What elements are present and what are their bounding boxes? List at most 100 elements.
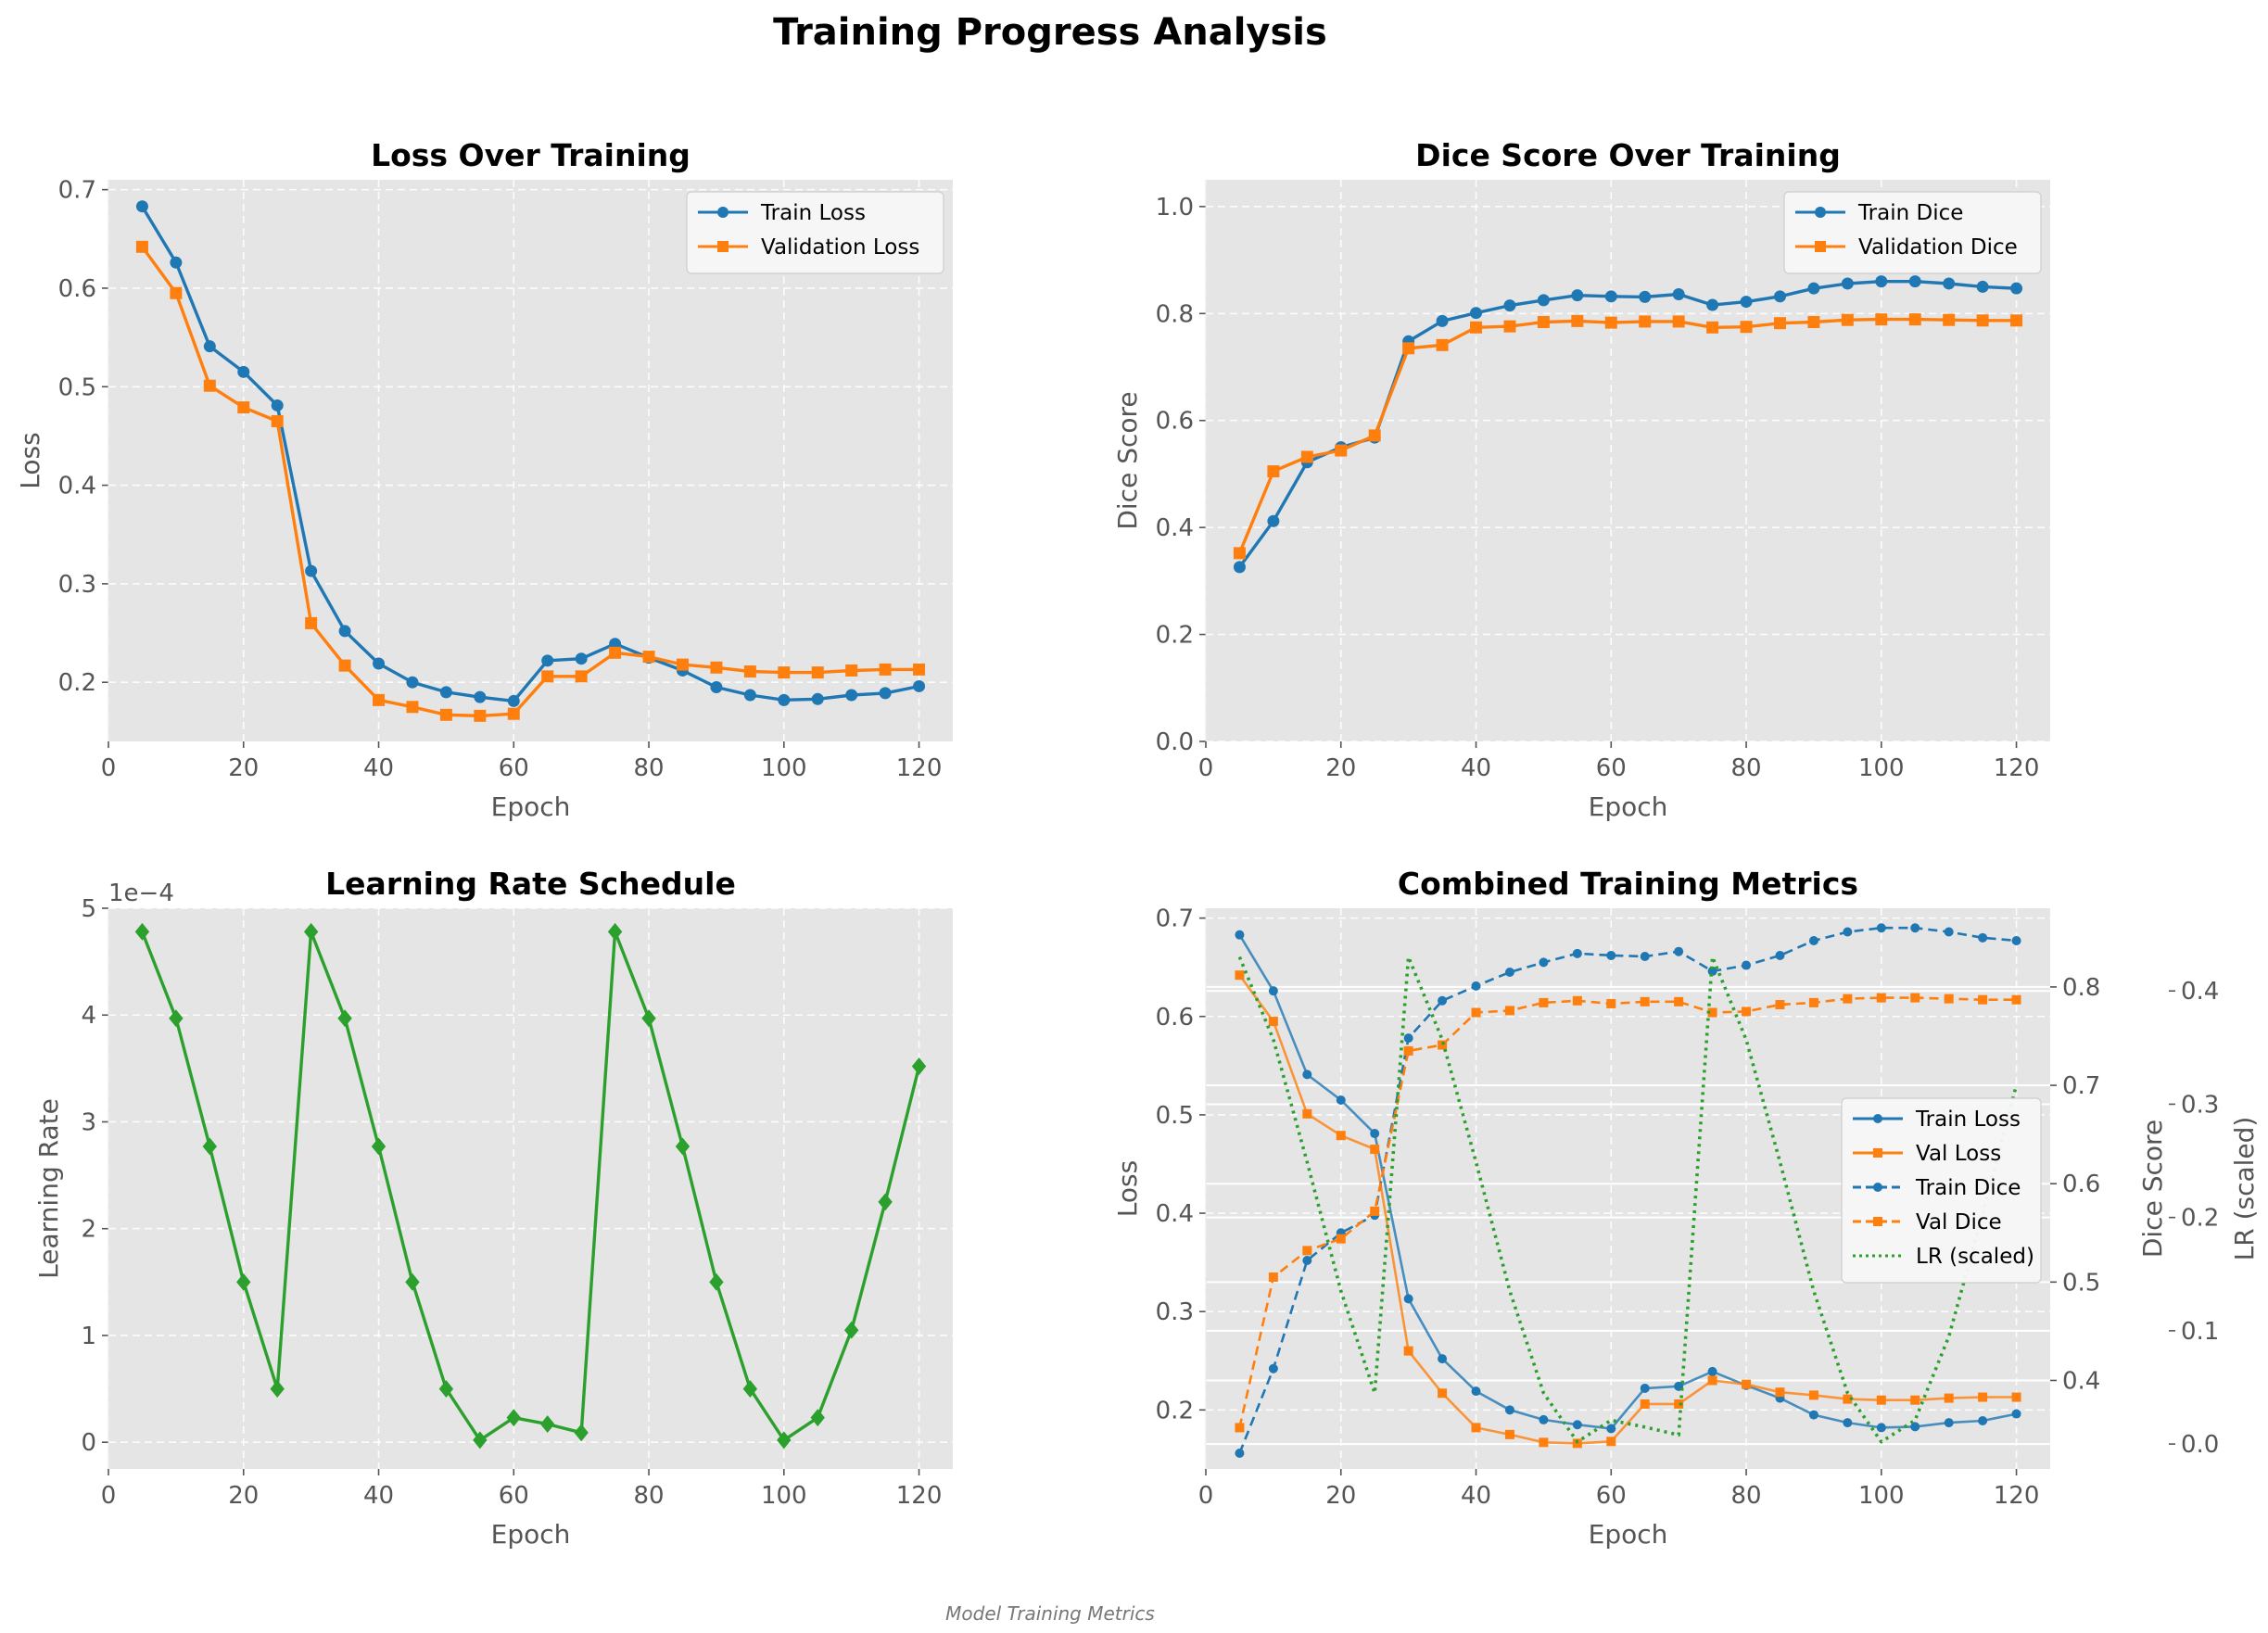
data-point — [305, 616, 318, 629]
data-point — [1336, 1234, 1346, 1244]
chart-title: Dice Score Over Training — [1415, 137, 1841, 173]
data-point — [1944, 994, 1954, 1004]
x-axis-label: Epoch — [491, 791, 571, 822]
data-point — [1503, 320, 1516, 333]
data-point — [845, 689, 858, 702]
data-point — [743, 665, 756, 678]
legend-marker — [1873, 1183, 1882, 1192]
data-point — [1302, 1108, 1312, 1119]
axis-offset-text: 1e−4 — [108, 880, 174, 907]
data-point — [1843, 927, 1853, 937]
data-point — [1471, 1007, 1481, 1018]
data-point — [1302, 1070, 1312, 1080]
y-right-axis-label: Dice Score — [2137, 1120, 2168, 1258]
data-point — [575, 652, 588, 665]
data-point — [1639, 315, 1652, 328]
data-point — [1908, 275, 1921, 288]
y-tick-label: 0.6 — [58, 275, 96, 303]
data-point — [1300, 450, 1313, 463]
x-tick-label: 40 — [1461, 754, 1491, 782]
data-point — [1438, 1354, 1448, 1364]
data-point — [1876, 923, 1886, 933]
chart-title: Loss Over Training — [371, 137, 691, 173]
data-point — [1539, 957, 1549, 968]
y-tick-label: 1 — [81, 1323, 96, 1350]
data-point — [2011, 1392, 2021, 1402]
data-point — [1267, 514, 1280, 527]
legend-label: Val Dice — [1916, 1210, 2002, 1234]
data-point — [1674, 946, 1684, 956]
series-line-val-loss — [1238, 974, 2017, 1445]
data-point — [1843, 1418, 1853, 1428]
legend-label: LR (scaled) — [1916, 1245, 2034, 1269]
x-tick-label: 20 — [228, 1482, 259, 1510]
data-point — [1640, 1399, 1650, 1409]
data-point — [1639, 290, 1652, 303]
data-point — [1267, 465, 1280, 478]
legend-marker — [1815, 207, 1826, 218]
data-point — [1471, 1423, 1481, 1433]
chart-title: Combined Training Metrics — [1398, 866, 1858, 902]
data-point — [1604, 316, 1617, 329]
data-point — [641, 1009, 656, 1028]
x-tick-label: 0 — [101, 754, 117, 782]
data-point — [1403, 1033, 1413, 1044]
data-point — [1841, 277, 1854, 290]
x-tick-label: 60 — [499, 1482, 529, 1510]
x-tick-label: 80 — [1730, 1482, 1761, 1510]
legend-label: Train Loss — [760, 201, 866, 225]
data-point — [203, 379, 216, 392]
series-line-train-loss — [1238, 934, 2017, 1430]
legend-marker — [717, 207, 729, 218]
y-tick-label: 0.5 — [1156, 1102, 1194, 1130]
data-point — [305, 564, 318, 577]
data-point — [675, 1137, 691, 1156]
data-point — [236, 1272, 251, 1291]
data-point — [1876, 1395, 1886, 1405]
x-tick-label: 80 — [633, 754, 664, 782]
y-right2-tick-label: 0.3 — [2181, 1091, 2219, 1119]
y-tick-label: 0.5 — [58, 373, 96, 401]
data-point — [710, 661, 723, 674]
data-point — [1572, 995, 1582, 1006]
x-tick-label: 40 — [363, 1482, 394, 1510]
data-point — [405, 1272, 420, 1291]
data-point — [1742, 960, 1752, 970]
data-point — [406, 676, 419, 689]
data-point — [1336, 1095, 1346, 1105]
data-point — [1707, 1007, 1717, 1018]
data-point — [1403, 1346, 1413, 1356]
data-point — [1775, 1387, 1785, 1398]
x-tick-label: 20 — [228, 754, 259, 782]
data-point — [1403, 1045, 1413, 1056]
y-tick-label: 0.4 — [1156, 514, 1194, 542]
data-point — [1268, 986, 1278, 996]
data-point — [2011, 936, 2021, 946]
x-axis-label: Epoch — [491, 1519, 571, 1550]
data-point — [1604, 290, 1617, 303]
x-tick-label: 20 — [1325, 1482, 1356, 1510]
data-point — [1606, 998, 1616, 1008]
data-point — [709, 1272, 724, 1291]
data-point — [507, 694, 520, 707]
data-point — [1807, 282, 1820, 295]
data-point — [1773, 317, 1786, 330]
data-point — [742, 1380, 758, 1399]
data-point — [913, 679, 926, 692]
y-tick-label: 4 — [81, 1002, 96, 1030]
data-point — [1470, 321, 1483, 334]
data-point — [270, 1380, 285, 1399]
data-point — [1910, 993, 1920, 1003]
data-point — [1707, 1375, 1717, 1386]
data-point — [1976, 314, 1989, 327]
x-tick-label: 60 — [1596, 1482, 1627, 1510]
data-point — [1504, 967, 1514, 977]
data-point — [1640, 1383, 1650, 1393]
data-point — [1843, 1394, 1853, 1404]
y-axis-label: Loss — [1112, 1160, 1143, 1217]
data-point — [609, 646, 622, 659]
data-point — [642, 651, 655, 664]
data-point — [237, 365, 250, 378]
data-point — [439, 708, 452, 721]
data-point — [1268, 1363, 1278, 1373]
